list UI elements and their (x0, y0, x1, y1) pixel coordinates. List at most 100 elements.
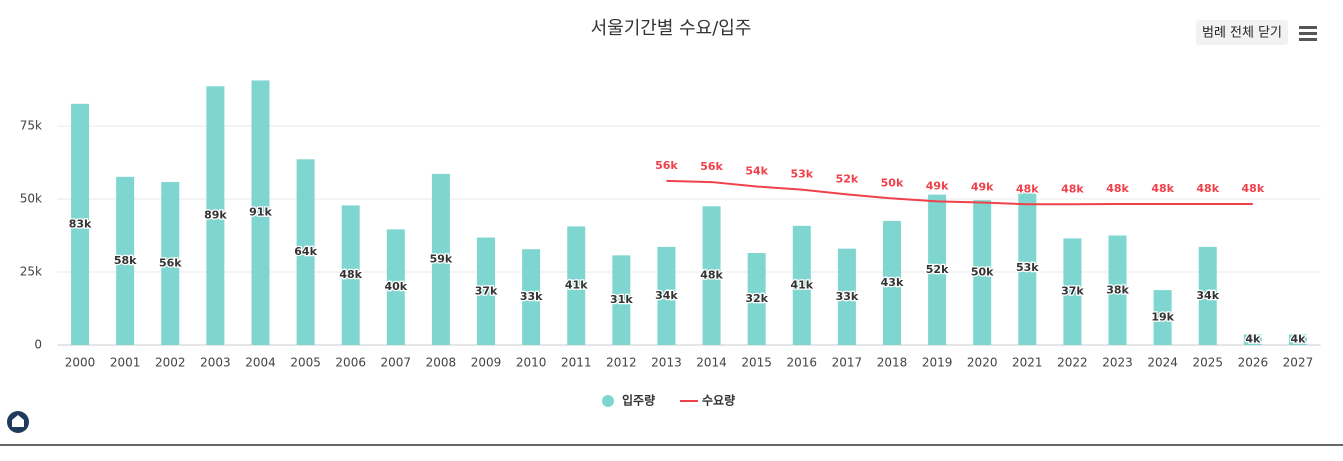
x-tick-label: 2001 (110, 356, 141, 370)
bar (116, 176, 135, 345)
legend-toggle-button[interactable] (1196, 20, 1288, 45)
x-tick-label: 2014 (696, 356, 727, 370)
value-label: 37k (475, 284, 498, 297)
bar (882, 220, 901, 345)
legend-toggle-label[interactable]: 범례 전체 닫기 (1202, 26, 1282, 41)
bar (702, 206, 721, 345)
value-label: 50k (971, 266, 994, 279)
value-label: 59k (430, 252, 453, 265)
value-label: 83k (69, 217, 92, 230)
value-label: 33k (836, 290, 859, 303)
value-label: 52k (836, 172, 859, 185)
value-label: 37k (1061, 285, 1084, 298)
value-label: 49k (926, 179, 949, 192)
x-tick-label: 2009 (471, 356, 502, 370)
x-tick-label: 2027 (1283, 356, 1314, 370)
value-label: 53k (1016, 261, 1039, 274)
bar (1153, 290, 1172, 345)
bar (973, 200, 992, 345)
value-label: 56k (159, 257, 182, 270)
value-label: 54k (745, 164, 768, 177)
x-tick-label: 2023 (1102, 356, 1133, 370)
bar (161, 182, 180, 345)
x-tick-label: 2021 (1012, 356, 1043, 370)
x-tick-label: 2016 (786, 356, 817, 370)
value-label: 41k (565, 279, 588, 292)
value-label: 4k (1290, 333, 1306, 346)
bar (206, 86, 225, 346)
bar (792, 225, 811, 345)
x-tick-label: 2011 (561, 356, 592, 370)
bar (522, 249, 541, 345)
bar (567, 226, 586, 345)
value-label: 49k (971, 181, 994, 194)
x-tick-label: 2022 (1057, 356, 1088, 370)
x-tick-label: 2005 (290, 356, 321, 370)
legend-label[interactable]: 수요량 (702, 394, 735, 408)
value-label: 56k (655, 159, 678, 172)
value-label: 52k (926, 263, 949, 276)
bar (386, 229, 405, 345)
y-tick-label: 50k (20, 192, 42, 206)
bar (1198, 246, 1217, 345)
value-label: 48k (1061, 182, 1084, 195)
legend-label[interactable]: 입주량 (622, 394, 655, 408)
bar (251, 80, 270, 345)
x-tick-label: 2013 (651, 356, 682, 370)
bar (657, 246, 676, 345)
x-tick-label: 2008 (426, 356, 457, 370)
x-tick-label: 2010 (516, 356, 547, 370)
x-tick-label: 2017 (832, 356, 863, 370)
bar (1018, 191, 1037, 345)
bar (837, 248, 856, 345)
value-label: 4k (1245, 333, 1261, 346)
bar (1243, 334, 1262, 345)
x-tick-label: 2015 (741, 356, 772, 370)
bar (928, 194, 947, 345)
value-label: 19k (1151, 311, 1174, 324)
x-tick-label: 2004 (245, 356, 276, 370)
x-tick-label: 2020 (967, 356, 998, 370)
value-label: 48k (1016, 182, 1039, 195)
x-tick-label: 2000 (65, 356, 96, 370)
x-tick-label: 2026 (1238, 356, 1269, 370)
bar (341, 205, 360, 345)
line (666, 179, 1253, 206)
value-label: 48k (1106, 182, 1129, 195)
bar (431, 173, 450, 345)
bar (1288, 334, 1307, 345)
value-label: 40k (384, 280, 407, 293)
y-tick-label: 75k (20, 119, 42, 133)
x-tick-label: 2012 (606, 356, 637, 370)
value-label: 89k (204, 209, 227, 222)
value-label: 33k (520, 290, 543, 303)
value-label: 41k (790, 278, 813, 291)
x-tick-label: 2024 (1147, 356, 1178, 370)
x-tick-label: 2018 (877, 356, 908, 370)
value-label: 56k (700, 160, 723, 173)
x-tick-label: 2019 (922, 356, 953, 370)
y-tick-label: 0 (34, 338, 42, 352)
value-label: 48k (1151, 182, 1174, 195)
value-label: 34k (1196, 289, 1219, 302)
x-tick-label: 2025 (1192, 356, 1223, 370)
bar (296, 159, 315, 345)
value-label: 38k (1106, 283, 1129, 296)
value-label: 32k (745, 292, 768, 305)
value-label: 48k (1196, 182, 1219, 195)
value-label: 48k (1242, 182, 1265, 195)
logo-house (12, 415, 24, 427)
value-label: 58k (114, 254, 137, 267)
bar (1063, 238, 1082, 345)
value-label: 31k (610, 293, 633, 306)
x-tick-label: 2006 (335, 356, 366, 370)
value-label: 48k (700, 269, 723, 282)
value-label: 64k (294, 245, 317, 258)
menu-button[interactable] (1299, 26, 1317, 41)
legend-marker (602, 395, 614, 407)
x-tick-label: 2002 (155, 356, 186, 370)
value-label: 50k (881, 176, 904, 189)
bar (747, 253, 766, 345)
bar (71, 103, 90, 345)
